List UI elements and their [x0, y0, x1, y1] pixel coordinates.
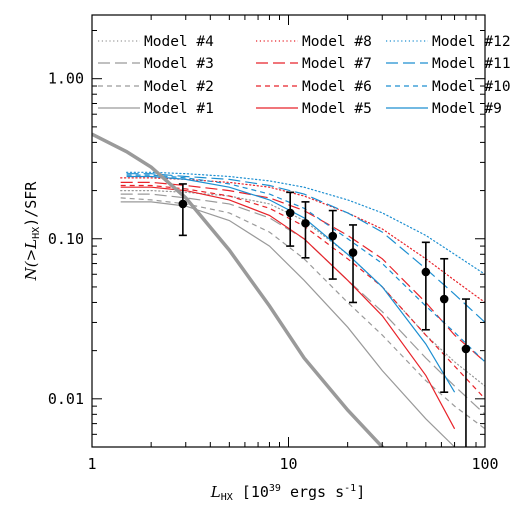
legend-label: Model #2	[144, 79, 214, 95]
data-marker	[328, 231, 338, 241]
legend-label: Model #6	[302, 79, 372, 95]
y-tick-label: 0.10	[48, 230, 84, 248]
y-tick-label: 0.01	[48, 390, 84, 408]
legend-label: Model #1	[144, 101, 214, 117]
data-marker	[301, 218, 310, 228]
data-points	[178, 183, 471, 447]
legend-item-model-5: Model #5	[256, 101, 372, 117]
legend-item-model-2: Model #2	[98, 79, 214, 95]
legend-item-model-6: Model #6	[256, 79, 372, 95]
curve-model-10	[126, 174, 485, 363]
legend-label: Model #7	[302, 56, 372, 72]
legend-label: Model #4	[144, 34, 214, 50]
legend: Model #4 Model #8 Model #12 Model #3 Model #…	[98, 34, 511, 117]
legend-label: Model #5	[302, 101, 372, 117]
legend-label: Model #3	[144, 56, 214, 72]
x-axis-label: LHX [1039 ergs s-1]	[210, 483, 365, 503]
legend-label: Model #9	[432, 101, 502, 117]
y-tick-label: 1.00	[48, 70, 84, 88]
legend-item-model-8: Model #8	[256, 34, 372, 50]
data-point	[328, 209, 338, 280]
data-point	[461, 298, 471, 447]
x-tick-label: 10	[279, 455, 297, 473]
curve-model-3	[120, 193, 485, 415]
data-point	[301, 201, 310, 259]
data-marker	[285, 208, 295, 218]
curve-model-11	[126, 173, 485, 323]
curve-model-1	[120, 201, 456, 447]
curve-model-9	[126, 175, 456, 393]
curve-model-4	[120, 190, 485, 387]
legend-label: Model #11	[432, 56, 511, 72]
curve-model-2	[120, 197, 485, 430]
legend-item-model-10: Model #10	[386, 79, 511, 95]
data-marker	[421, 267, 431, 277]
legend-item-model-12: Model #12	[386, 34, 511, 50]
legend-label: Model #12	[432, 34, 511, 50]
legend-label: Model #8	[302, 34, 372, 50]
curve-model-12	[126, 171, 485, 275]
legend-item-model-4: Model #4	[98, 34, 214, 50]
curve-model-5	[120, 186, 456, 430]
legend-item-model-9: Model #9	[386, 101, 502, 117]
legend-label: Model #10	[432, 79, 511, 95]
data-marker	[178, 199, 188, 209]
curve-thick-gray	[92, 132, 385, 447]
data-marker	[439, 294, 449, 304]
axis-ticks: 1 10 100 0.01 0.10 1.00	[48, 15, 499, 473]
data-point	[348, 224, 358, 304]
data-point	[285, 191, 295, 247]
data-marker	[461, 344, 471, 354]
legend-item-model-3: Model #3	[98, 56, 214, 72]
plot-frame	[91, 14, 486, 448]
data-marker	[348, 248, 358, 257]
data-point	[178, 183, 188, 237]
x-tick-label: 100	[471, 455, 498, 473]
curve-model-7	[120, 181, 485, 363]
legend-item-model-1: Model #1	[98, 101, 214, 117]
data-point	[421, 241, 431, 331]
x-tick-label: 1	[87, 455, 96, 473]
data-point	[439, 257, 449, 393]
y-axis-label: N(>LHX)/SFR	[22, 181, 42, 282]
legend-item-model-7: Model #7	[256, 56, 372, 72]
legend-item-model-11: Model #11	[386, 56, 511, 72]
